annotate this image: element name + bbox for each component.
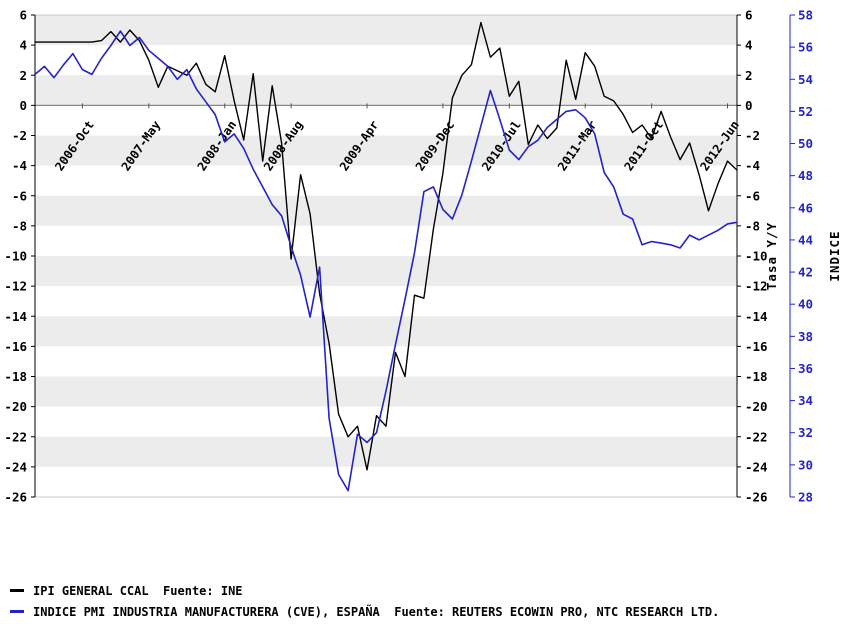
indice-axis-tick-label: 46 [798,200,813,215]
indice-axis-tick-label: 38 [798,329,813,344]
inner-right-axis-tick-label: 6 [745,8,753,23]
inner-right-axis-tick-label: -14 [745,309,768,324]
left-axis-tick-label: 2 [19,68,27,83]
left-axis-tick-label: -20 [4,399,27,414]
legend-label-pmi: INDICE PMI INDUSTRIA MANUFACTURERA (CVE)… [33,604,720,619]
legend-line-marker-ipi [10,589,24,592]
inner-right-axis-tick-label: -20 [745,399,768,414]
inner-right-axis-tick-label: -10 [745,249,768,264]
legend-line-marker-pmi [10,610,24,613]
left-axis-tick-label: -16 [4,339,27,354]
left-axis-tick-label: -6 [12,188,27,203]
inner-right-axis-tick-label: -2 [745,128,760,143]
chart-area: 2006-Oct 2007-May 2008-Jan 2008-Aug 2009-Apr… [4,8,842,505]
indice-axis-tick-label: 36 [798,361,813,376]
left-axis-tick-label: -2 [12,128,27,143]
indice-axis-tick-label: 58 [798,8,813,23]
indice-axis-tick-label: 50 [798,136,813,151]
left-axis: 6 4 2 0 -2 -4 -6 -8 -10 -12 -14 -16 -18 -20 -22 -24 -26 [4,8,36,505]
left-axis-tick-label: 4 [19,38,27,53]
inner-right-axis-tick-label: 0 [745,98,753,113]
inner-right-axis-tick-label: -6 [745,188,760,203]
left-axis-tick-label: -14 [4,309,27,324]
left-axis-tick-label: -10 [4,249,27,264]
legend-item-pmi: INDICE PMI INDUSTRIA MANUFACTURERA (CVE)… [10,601,719,622]
indice-axis-tick-label: 28 [798,490,813,505]
indice-axis-tick-label: 30 [798,457,813,472]
legend: IPI GENERAL CCAL Fuente: INE INDICE PMI … [10,580,719,622]
indice-axis-tick-label: 56 [798,40,813,55]
indice-axis: 58 56 54 52 50 48 46 44 42 40 38 36 34 32 30 28 [789,8,813,505]
inner-right-axis: 6 4 2 0 -2 -4 -6 -8 -10 -12 -14 -16 -18 -20 -22 -24 -26 [736,8,768,505]
series-line-pmi [34,30,738,492]
left-axis-tick-label: -22 [4,429,27,444]
indice-axis-tick-label: 48 [798,168,813,183]
legend-item-ipi: IPI GENERAL CCAL Fuente: INE [10,580,719,601]
inner-right-axis-tick-label: -26 [745,490,768,505]
inner-right-axis-tick-label: -18 [745,369,768,384]
inner-right-axis-tick-label: -4 [745,158,760,173]
inner-right-axis-tick-label: -22 [745,429,768,444]
indice-axis-tick-label: 34 [798,393,813,408]
indice-axis-tick-label: 32 [798,425,813,440]
inner-right-axis-tick-label: 4 [745,38,753,53]
left-axis-tick-label: -26 [4,490,27,505]
inner-right-axis-tick-label: -16 [745,339,768,354]
right-axis-title: INDICE [827,230,842,281]
left-axis-tick-label: 0 [19,98,27,113]
inner-right-axis-tick-label: -8 [745,218,760,233]
indice-axis-tick-label: 54 [798,72,813,87]
indice-axis-tick-label: 52 [798,104,813,119]
inner-right-axis-tick-label: -12 [745,279,768,294]
legend-label-ipi: IPI GENERAL CCAL Fuente: INE [33,583,243,598]
indice-axis-tick-label: 42 [798,265,813,280]
inner-right-axis-tick-label: 2 [745,68,753,83]
indice-axis-tick-label: 40 [798,297,813,312]
left-axis-tick-label: -12 [4,279,27,294]
chart-canvas: 2006-Oct 2007-May 2008-Jan 2008-Aug 2009-Apr… [4,8,842,505]
left-axis-tick-label: -8 [12,218,27,233]
left-axis-tick-label: -4 [12,158,27,173]
left-axis-title: Tasa Y/Y [764,222,779,290]
left-axis-tick-label: -24 [4,459,27,474]
left-axis-tick-label: -18 [4,369,27,384]
left-axis-tick-label: 6 [19,8,27,23]
series-line-ipi [34,21,738,471]
indice-axis-tick-label: 44 [798,232,813,247]
inner-right-axis-tick-label: -24 [745,459,768,474]
